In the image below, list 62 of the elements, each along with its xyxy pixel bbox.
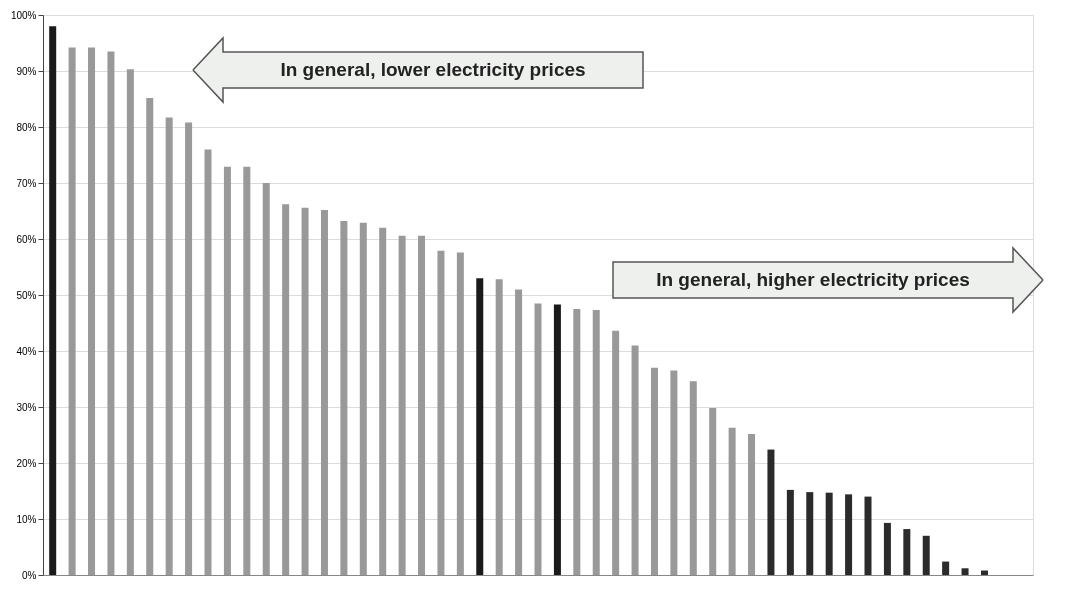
bar: [223, 166, 231, 575]
bar: [767, 449, 775, 575]
y-tick-label: 100%: [10, 9, 37, 21]
y-tick-label: 20%: [16, 457, 37, 469]
bar: [612, 330, 620, 575]
bar: [185, 122, 193, 575]
bar: [748, 433, 756, 575]
bar: [165, 117, 173, 575]
bar: [126, 69, 134, 575]
bar: [262, 183, 270, 575]
bar: [709, 408, 717, 575]
bar: [961, 568, 969, 575]
bar: [553, 304, 561, 575]
bar: [398, 235, 406, 575]
bar: [806, 492, 814, 575]
bar: [340, 221, 348, 575]
bar: [88, 47, 96, 575]
bar: [68, 47, 76, 575]
bar: [243, 166, 251, 575]
bar: [359, 222, 367, 575]
bar: [49, 26, 57, 575]
bar: [592, 310, 600, 575]
bar: [379, 227, 387, 575]
y-tick-label: 50%: [16, 289, 37, 301]
bar: [980, 570, 988, 575]
bar: [864, 496, 872, 575]
y-tick-label: 40%: [16, 345, 37, 357]
bar: [942, 561, 950, 575]
bar: [437, 250, 445, 575]
bar: [107, 51, 115, 575]
bar: [689, 381, 697, 575]
y-tick-label: 90%: [16, 65, 37, 77]
bar: [515, 289, 523, 575]
y-tick-label: 10%: [16, 513, 37, 525]
bar: [573, 309, 581, 575]
y-tick-label: 30%: [16, 401, 37, 413]
bar: [670, 370, 678, 575]
bar: [650, 367, 658, 575]
bar: [903, 529, 911, 575]
bar: [534, 303, 542, 575]
bar: [786, 489, 794, 575]
y-tick-label: 60%: [16, 233, 37, 245]
bar: [301, 207, 309, 575]
bar: [728, 427, 736, 575]
bar: [922, 535, 930, 575]
y-tick-label: 80%: [16, 121, 37, 133]
bar: [476, 278, 484, 575]
annotation: In general, higher electricity prices: [656, 269, 970, 290]
bar: [320, 209, 328, 575]
y-tick-label: 70%: [16, 177, 37, 189]
bar: [282, 204, 290, 575]
bar: [631, 345, 639, 575]
bar: [204, 149, 212, 575]
bar: [495, 279, 503, 575]
y-tick-label: 0%: [22, 569, 37, 581]
annotation: In general, lower electricity prices: [280, 59, 586, 80]
bar: [146, 97, 154, 575]
bar: [825, 492, 833, 575]
bar: [845, 494, 853, 575]
bar: [418, 235, 426, 575]
bar: [456, 252, 464, 575]
bar: [883, 522, 891, 575]
